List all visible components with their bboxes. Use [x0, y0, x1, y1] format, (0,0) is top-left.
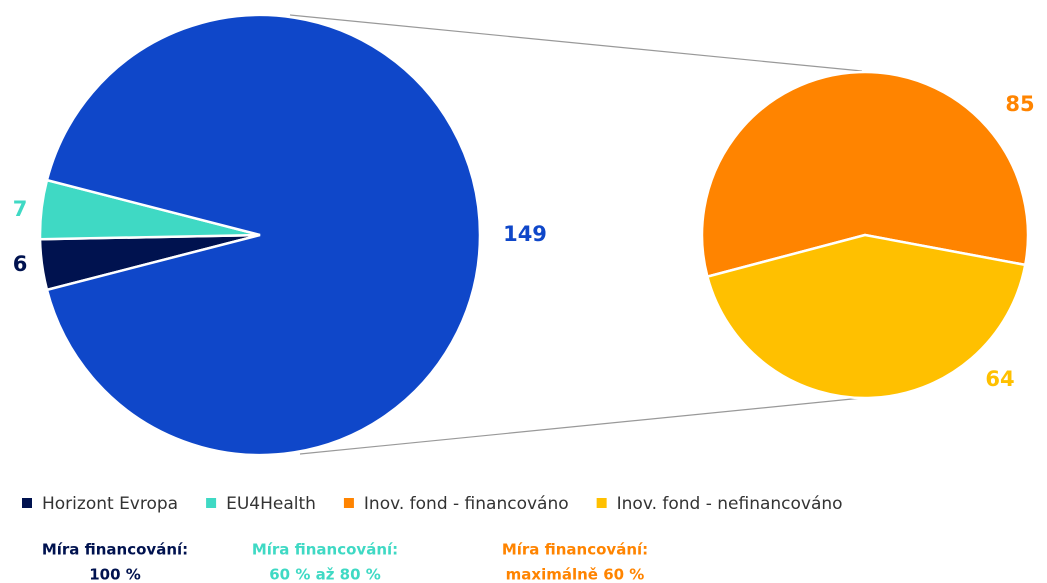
note-text: Míra financování: [502, 541, 648, 559]
note-text: Míra financování: [42, 541, 188, 559]
legend-swatch [343, 498, 354, 508]
data-label: 6 [13, 252, 28, 276]
note-text: 60 % až 80 % [269, 566, 381, 583]
legend-swatch [206, 498, 217, 508]
note-text: 100 % [89, 566, 141, 583]
data-label: 85 [1005, 92, 1034, 116]
legend-label: EU4Health [226, 494, 316, 514]
pie-slice [705, 233, 1027, 400]
legend-label: Inov. fond - nefinancováno [617, 494, 843, 514]
legend-label: Horizont Evropa [42, 494, 178, 514]
connector-line [289, 14, 863, 72]
note-text: maximálně 60 % [506, 566, 645, 583]
connector-line [299, 397, 863, 455]
data-label: 64 [985, 367, 1014, 391]
note-text: Míra financování: [252, 541, 398, 559]
pie-slice [700, 70, 1030, 279]
data-label: 7 [13, 197, 28, 221]
legend-label: Inov. fond - financováno [364, 494, 569, 514]
legend-swatch [596, 498, 607, 508]
legend-swatch [22, 498, 32, 508]
pie-slice [45, 13, 482, 457]
data-label: 149 [503, 222, 547, 246]
